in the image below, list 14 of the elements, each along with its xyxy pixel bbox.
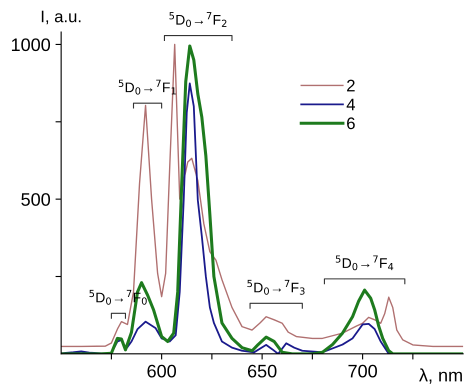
y-tick-label: 500 (21, 193, 50, 206)
text: $^{5}$D$_{0}$→$^{7}$F$_{2}$ (169, 12, 226, 27)
legend-label: 6 (347, 117, 355, 130)
x-axis-title: λ, nm (419, 368, 462, 384)
x-tick-label: 650 (248, 364, 276, 378)
y-tick-label: 1000 (12, 38, 50, 52)
y-axis-title: I, a.u. (42, 10, 80, 24)
x-tick-label: 600 (147, 364, 176, 378)
annotation: $^{5}$D$_{0}$→$^{7}$F$_{4}$ (336, 255, 394, 270)
legend-label: 2 (347, 80, 355, 92)
annotation: $^{5}$D$_{0}$→$^{7}$F$_{1}$ (118, 80, 176, 95)
x-tick-label: 700 (348, 364, 377, 378)
annotation: $^{5}$D$_{0}$→$^{7}$F$_{3}$ (247, 280, 305, 295)
legend-label: 4 (346, 98, 356, 110)
